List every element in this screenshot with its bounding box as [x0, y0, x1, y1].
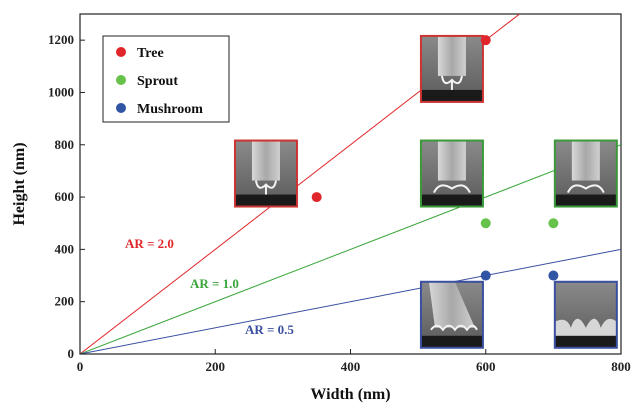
y-tick-label: 0 [68, 346, 75, 361]
x-tick-label: 0 [77, 359, 84, 374]
sem-frame [553, 139, 618, 208]
sem-inset-image [419, 34, 484, 103]
reference-line-label: AR = 1.0 [190, 276, 239, 291]
sem-sprout-base [566, 184, 605, 194]
x-tick-label: 400 [341, 359, 361, 374]
sem-pillar [437, 140, 466, 181]
reference-line-label: AR = 2.0 [125, 236, 174, 251]
sem-substrate [420, 89, 483, 102]
sem-substrate [420, 194, 483, 207]
x-axis-title: Width (nm) [310, 386, 390, 403]
sem-pillar [428, 281, 475, 328]
sem-frame [419, 139, 484, 208]
sem-inset-image [419, 139, 484, 208]
sem-substrate [420, 335, 483, 348]
sem-sprout-base [433, 184, 471, 194]
data-point-mushroom [548, 270, 559, 281]
data-point-sprout [548, 218, 559, 229]
sem-mushroom-caps [554, 318, 617, 336]
sem-pillar [251, 140, 280, 181]
sem-pillar [437, 35, 466, 76]
sem-frame [419, 34, 484, 103]
legend-label: Sprout [137, 74, 178, 89]
y-tick-label: 800 [55, 137, 75, 152]
sem-frame [553, 280, 618, 349]
sem-pillar [571, 140, 600, 181]
legend-label: Mushroom [137, 102, 203, 117]
x-tick-label: 600 [476, 359, 496, 374]
reference-line-label: AR = 0.5 [245, 322, 294, 337]
sem-frame [419, 280, 484, 349]
y-tick-label: 1000 [48, 84, 74, 99]
legend-marker-sprout [116, 75, 126, 85]
data-point-tree [311, 192, 322, 203]
sem-inset-image [419, 280, 484, 349]
sem-inset-image [553, 139, 618, 208]
data-point-mushroom [480, 270, 491, 281]
sem-substrate [554, 335, 617, 348]
data-point-sprout [480, 218, 491, 229]
y-tick-label: 600 [55, 189, 75, 204]
legend-marker-mushroom [116, 103, 126, 113]
sem-inset-image [233, 139, 298, 208]
legend-label: Tree [137, 46, 164, 61]
y-tick-label: 200 [55, 294, 75, 309]
reference-line-ar-2 [80, 14, 521, 354]
sem-substrate [234, 194, 297, 207]
sem-tree-base [254, 180, 277, 189]
sem-substrate [554, 194, 617, 207]
sem-mushroom-caps [430, 324, 478, 332]
x-tick-label: 800 [611, 359, 631, 374]
y-tick-label: 1200 [48, 32, 74, 47]
data-point-tree [480, 35, 491, 46]
x-tick-label: 200 [206, 359, 226, 374]
sem-frame [233, 139, 298, 208]
legend: Tree Sprout Mushroom [102, 35, 230, 123]
sem-inset-image [553, 280, 618, 349]
reference-line-ar-1 [80, 144, 621, 354]
legend-marker-tree [116, 47, 126, 57]
y-tick-label: 400 [55, 241, 75, 256]
reference-line-ar-0.5 [80, 248, 621, 354]
y-axis-title: Height (nm) [11, 142, 28, 225]
